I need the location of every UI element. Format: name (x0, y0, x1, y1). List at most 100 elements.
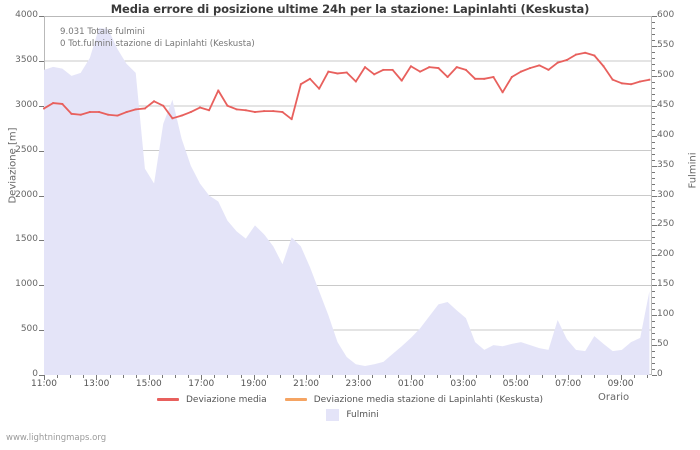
y-axis-right-minor-tick (652, 177, 655, 179)
y-axis-right-minor-tick (652, 99, 655, 101)
x-axis-tick-label: 13:00 (83, 379, 110, 389)
data-point (125, 111, 128, 113)
y-axis-right-minor-tick (652, 39, 655, 41)
y-axis-right-tick-label: 100 (657, 309, 675, 320)
annotation-station-lightning: 0 Tot.fulmini stazione di Lapinlahti (Ke… (60, 39, 255, 49)
data-point (244, 109, 247, 112)
legend-item-label: Fulmini (346, 409, 379, 420)
y-axis-right-tick (652, 195, 657, 197)
y-axis-left-tick (39, 16, 44, 17)
y-axis-right-minor-tick (652, 363, 655, 365)
legend-line-swatch-icon (284, 398, 307, 401)
y-axis-right-tick-label: 600 (657, 10, 675, 20)
y-axis-left-tick-label: 3500 (15, 54, 38, 65)
data-point (492, 76, 495, 78)
legend-item[interactable]: Deviazione media stazione di Lapinlahti … (284, 395, 543, 405)
watermark: www.lightningmaps.org (6, 433, 107, 443)
y-axis-right-tick (652, 225, 657, 227)
x-axis-tick (358, 375, 360, 380)
data-point (373, 73, 376, 76)
data-point (465, 68, 467, 71)
x-axis-tick (620, 375, 622, 380)
data-point (382, 68, 385, 71)
x-axis-minor-tick (646, 375, 648, 378)
y-axis-right-minor-tick (652, 231, 655, 233)
data-point (345, 71, 348, 74)
data-point (547, 68, 550, 71)
y-axis-right-tick (652, 45, 657, 47)
legend-item[interactable]: Deviazione media (157, 395, 267, 405)
y-axis-left-title: Deviazione [m] (7, 127, 19, 204)
y-axis-left-tick (39, 60, 44, 62)
x-axis-minor-tick (384, 375, 386, 378)
lightning-annotation: 9.031 Totale fulmini 0 Tot.fulmini stazi… (60, 26, 255, 50)
data-point (272, 110, 275, 113)
y-axis-right-minor-tick (652, 69, 655, 71)
y-axis-left-tick-label: 1500 (15, 234, 38, 245)
data-point (529, 67, 532, 69)
y-axis-right-tick-label: 450 (657, 99, 675, 110)
y-axis-right-minor-tick (652, 267, 655, 269)
data-point (235, 108, 238, 111)
data-point (290, 118, 293, 121)
y-axis-left-tick-label: 1000 (15, 279, 38, 290)
legend-item[interactable]: Fulmini (321, 408, 379, 421)
x-axis-minor-tick (332, 375, 334, 378)
x-axis-minor-tick (122, 375, 124, 378)
y-axis-right-minor-tick (652, 309, 655, 311)
data-point (88, 111, 91, 113)
data-point (162, 104, 165, 107)
y-axis-right-minor-tick (652, 297, 655, 299)
data-point (620, 82, 623, 85)
data-point (309, 77, 311, 80)
y-axis-right-minor-tick (652, 117, 655, 119)
y-axis-right-minor-tick (652, 213, 655, 215)
data-point (43, 107, 45, 110)
y-axis-right-minor-tick (652, 279, 655, 281)
x-axis-minor-tick (424, 375, 425, 378)
y-axis-right-title: Fulmini (687, 152, 699, 189)
x-axis-minor-tick (292, 375, 294, 378)
x-axis-minor-tick (161, 375, 163, 378)
data-point (318, 87, 321, 90)
y-axis-right-minor-tick (652, 333, 655, 335)
data-point (455, 66, 458, 69)
data-point (437, 67, 440, 69)
x-axis-minor-tick (319, 375, 321, 378)
annotation-total-lightning: 9.031 Totale fulmini (60, 27, 145, 37)
data-point (556, 61, 559, 64)
y-axis-right-minor-tick (652, 219, 655, 221)
x-axis-minor-tick (109, 375, 111, 378)
y-axis-right-tick (652, 375, 657, 376)
x-axis-minor-tick (541, 375, 543, 378)
y-axis-right-tick-label: 550 (657, 39, 675, 50)
x-axis-minor-tick (371, 375, 373, 378)
data-point (171, 117, 174, 120)
data-point (428, 66, 431, 69)
y-axis-left-tick-label: 2500 (15, 144, 38, 155)
data-point (648, 78, 651, 81)
x-axis-minor-tick (214, 375, 216, 378)
y-axis-right-tick (652, 75, 657, 77)
y-axis-right-tick (652, 345, 657, 347)
x-axis-tick-label: 17:00 (188, 379, 215, 389)
data-point (630, 83, 632, 86)
x-axis-minor-tick (70, 375, 72, 378)
y-axis-left-tick-label: 500 (20, 324, 38, 335)
y-axis-left-tick-label: 3000 (15, 99, 38, 110)
y-axis-right-minor-tick (652, 237, 655, 239)
x-axis-tick-label: 19:00 (240, 379, 267, 389)
y-axis-right-tick-label: 250 (657, 219, 675, 230)
x-axis-minor-tick (528, 375, 530, 378)
y-axis-right-tick (652, 285, 657, 287)
data-point (70, 112, 73, 115)
x-axis-tick-label: 05:00 (502, 379, 529, 389)
data-point (153, 100, 155, 103)
y-axis-left-tick-label: 0 (32, 369, 38, 379)
y-axis-left-tick (39, 195, 44, 197)
y-axis-right-minor-tick (652, 261, 655, 263)
x-axis-minor-tick (345, 375, 347, 378)
x-axis-minor-tick (633, 375, 635, 378)
x-axis-minor-tick (279, 375, 281, 378)
x-axis-tick (568, 375, 570, 380)
